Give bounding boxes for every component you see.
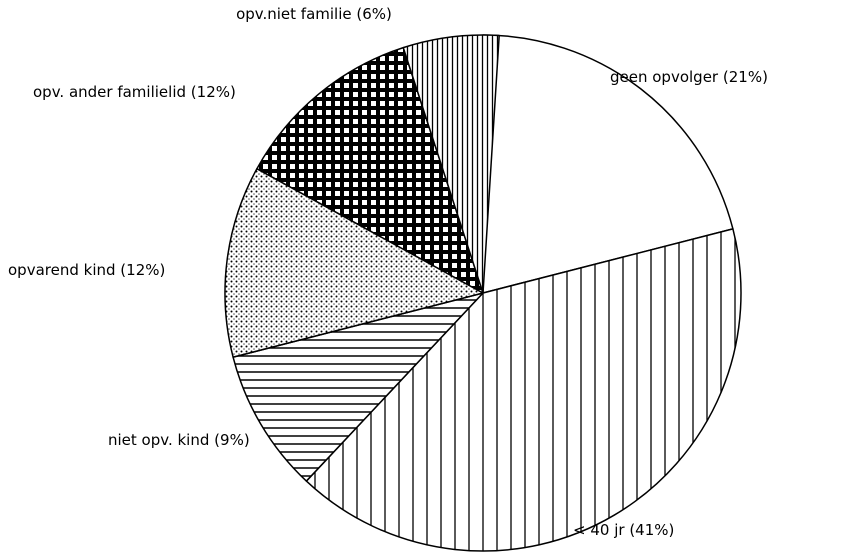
slice-label: < 40 jr (41%) xyxy=(573,521,674,539)
pie-slice xyxy=(224,167,484,358)
slice-value: (9%) xyxy=(214,431,250,449)
slice-name: < 40 jr xyxy=(573,521,625,539)
pie-slice xyxy=(482,34,734,294)
pie-slice xyxy=(256,46,484,294)
slice-label: niet opv. kind (9%) xyxy=(108,431,250,449)
pie-slice xyxy=(232,292,484,482)
slice-value: (12%) xyxy=(120,261,165,279)
slice-value: (21%) xyxy=(723,68,768,86)
slice-label: opvarend kind (12%) xyxy=(8,261,165,279)
slice-name: opvarend kind xyxy=(8,261,116,279)
slice-label: opv. ander familielid (12%) xyxy=(33,83,236,101)
slice-value: (6%) xyxy=(356,5,392,23)
slice-name: opv.niet familie xyxy=(236,5,352,23)
slice-name: opv. ander familielid xyxy=(33,83,186,101)
slice-value: (12%) xyxy=(191,83,236,101)
pie-slice xyxy=(305,228,742,552)
slice-name: niet opv. kind xyxy=(108,431,209,449)
slice-label: geen opvolger (21%) xyxy=(610,68,768,86)
slice-label: opv.niet familie (6%) xyxy=(236,5,392,23)
slice-value: (41%) xyxy=(629,521,674,539)
pie-slice xyxy=(402,34,500,294)
slice-name: geen opvolger xyxy=(610,68,719,86)
